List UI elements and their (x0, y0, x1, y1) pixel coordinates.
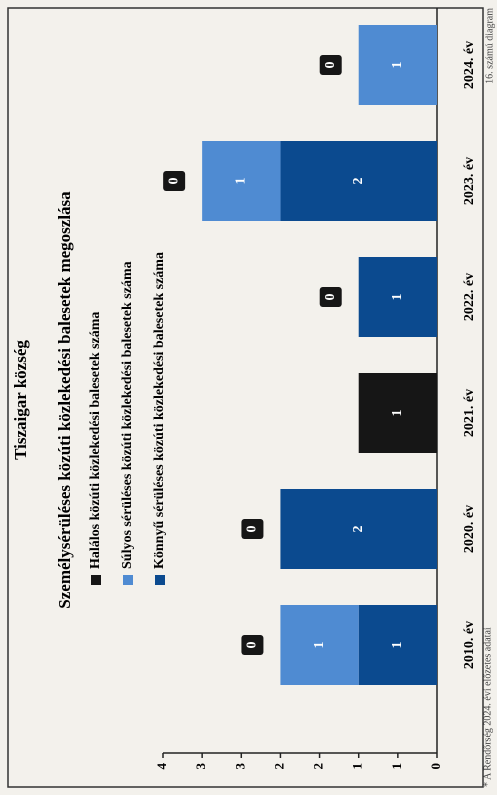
x-tick-label: 2021. év (462, 389, 477, 437)
zero-badge (241, 519, 264, 539)
bar-segment (202, 141, 281, 221)
y-tick-label: 4 (154, 763, 169, 770)
zero-badge (163, 171, 186, 191)
value-label: 0 (245, 642, 260, 649)
x-tick-label: 2022. év (462, 273, 477, 321)
value-label: 1 (312, 642, 327, 649)
bar-segment (358, 373, 438, 453)
bar-segment (280, 605, 359, 685)
value-label: 1 (390, 62, 405, 69)
bar-segment (358, 257, 438, 337)
value-label: 1 (390, 642, 405, 649)
y-tick-label: 2 (311, 763, 326, 770)
legend-swatch (91, 575, 101, 585)
legend-label: Könnyű sérüléses közúti közlekedési bale… (152, 252, 167, 569)
legend-label: Halálos közúti közlekedési balesetek szá… (88, 312, 103, 569)
x-tick-label: 2024. év (462, 41, 477, 89)
y-tick-label: 3 (193, 763, 208, 770)
x-tick-label: 2010. év (462, 621, 477, 669)
y-tick-label: 1 (389, 763, 404, 770)
zero-badge (319, 55, 342, 75)
legend-label: Súlyos sérüléses közúti közlekedési bale… (120, 261, 135, 569)
y-tick-label: 0 (428, 763, 443, 770)
footnote: * A Rendőrség 2024. évi előzetes adatai (482, 627, 493, 787)
zero-badge (319, 287, 342, 307)
bar-segment (358, 605, 438, 685)
value-label: 0 (323, 294, 338, 301)
bar-segment (280, 489, 437, 569)
value-label: 1 (390, 410, 405, 417)
value-label: 2 (351, 526, 366, 533)
value-label: 0 (323, 62, 338, 69)
rotated-chart: Tiszaigar község Személysérüléses közúti… (7, 7, 495, 788)
figure-number: 16. számú diagram (484, 8, 495, 84)
y-tick-label: 2 (271, 763, 286, 770)
zero-badge (241, 635, 264, 655)
frame (7, 7, 484, 788)
y-tick-label: 1 (350, 763, 365, 770)
value-label: 1 (234, 178, 249, 185)
value-label: 2 (351, 178, 366, 185)
legend-swatch (123, 575, 133, 585)
x-tick-label: 2020. év (462, 505, 477, 553)
bar-segment (358, 25, 438, 105)
value-label: 0 (166, 178, 181, 185)
value-label: 1 (390, 294, 405, 301)
bar-segment (280, 141, 437, 221)
chart-title: Tiszaigar község (11, 340, 30, 460)
legend-swatch (155, 575, 165, 585)
y-tick-label: 3 (232, 763, 247, 770)
chart-subtitle: Személysérüléses közúti közlekedési bale… (55, 191, 74, 609)
value-label: 0 (245, 526, 260, 533)
x-tick-label: 2023. év (462, 157, 477, 205)
